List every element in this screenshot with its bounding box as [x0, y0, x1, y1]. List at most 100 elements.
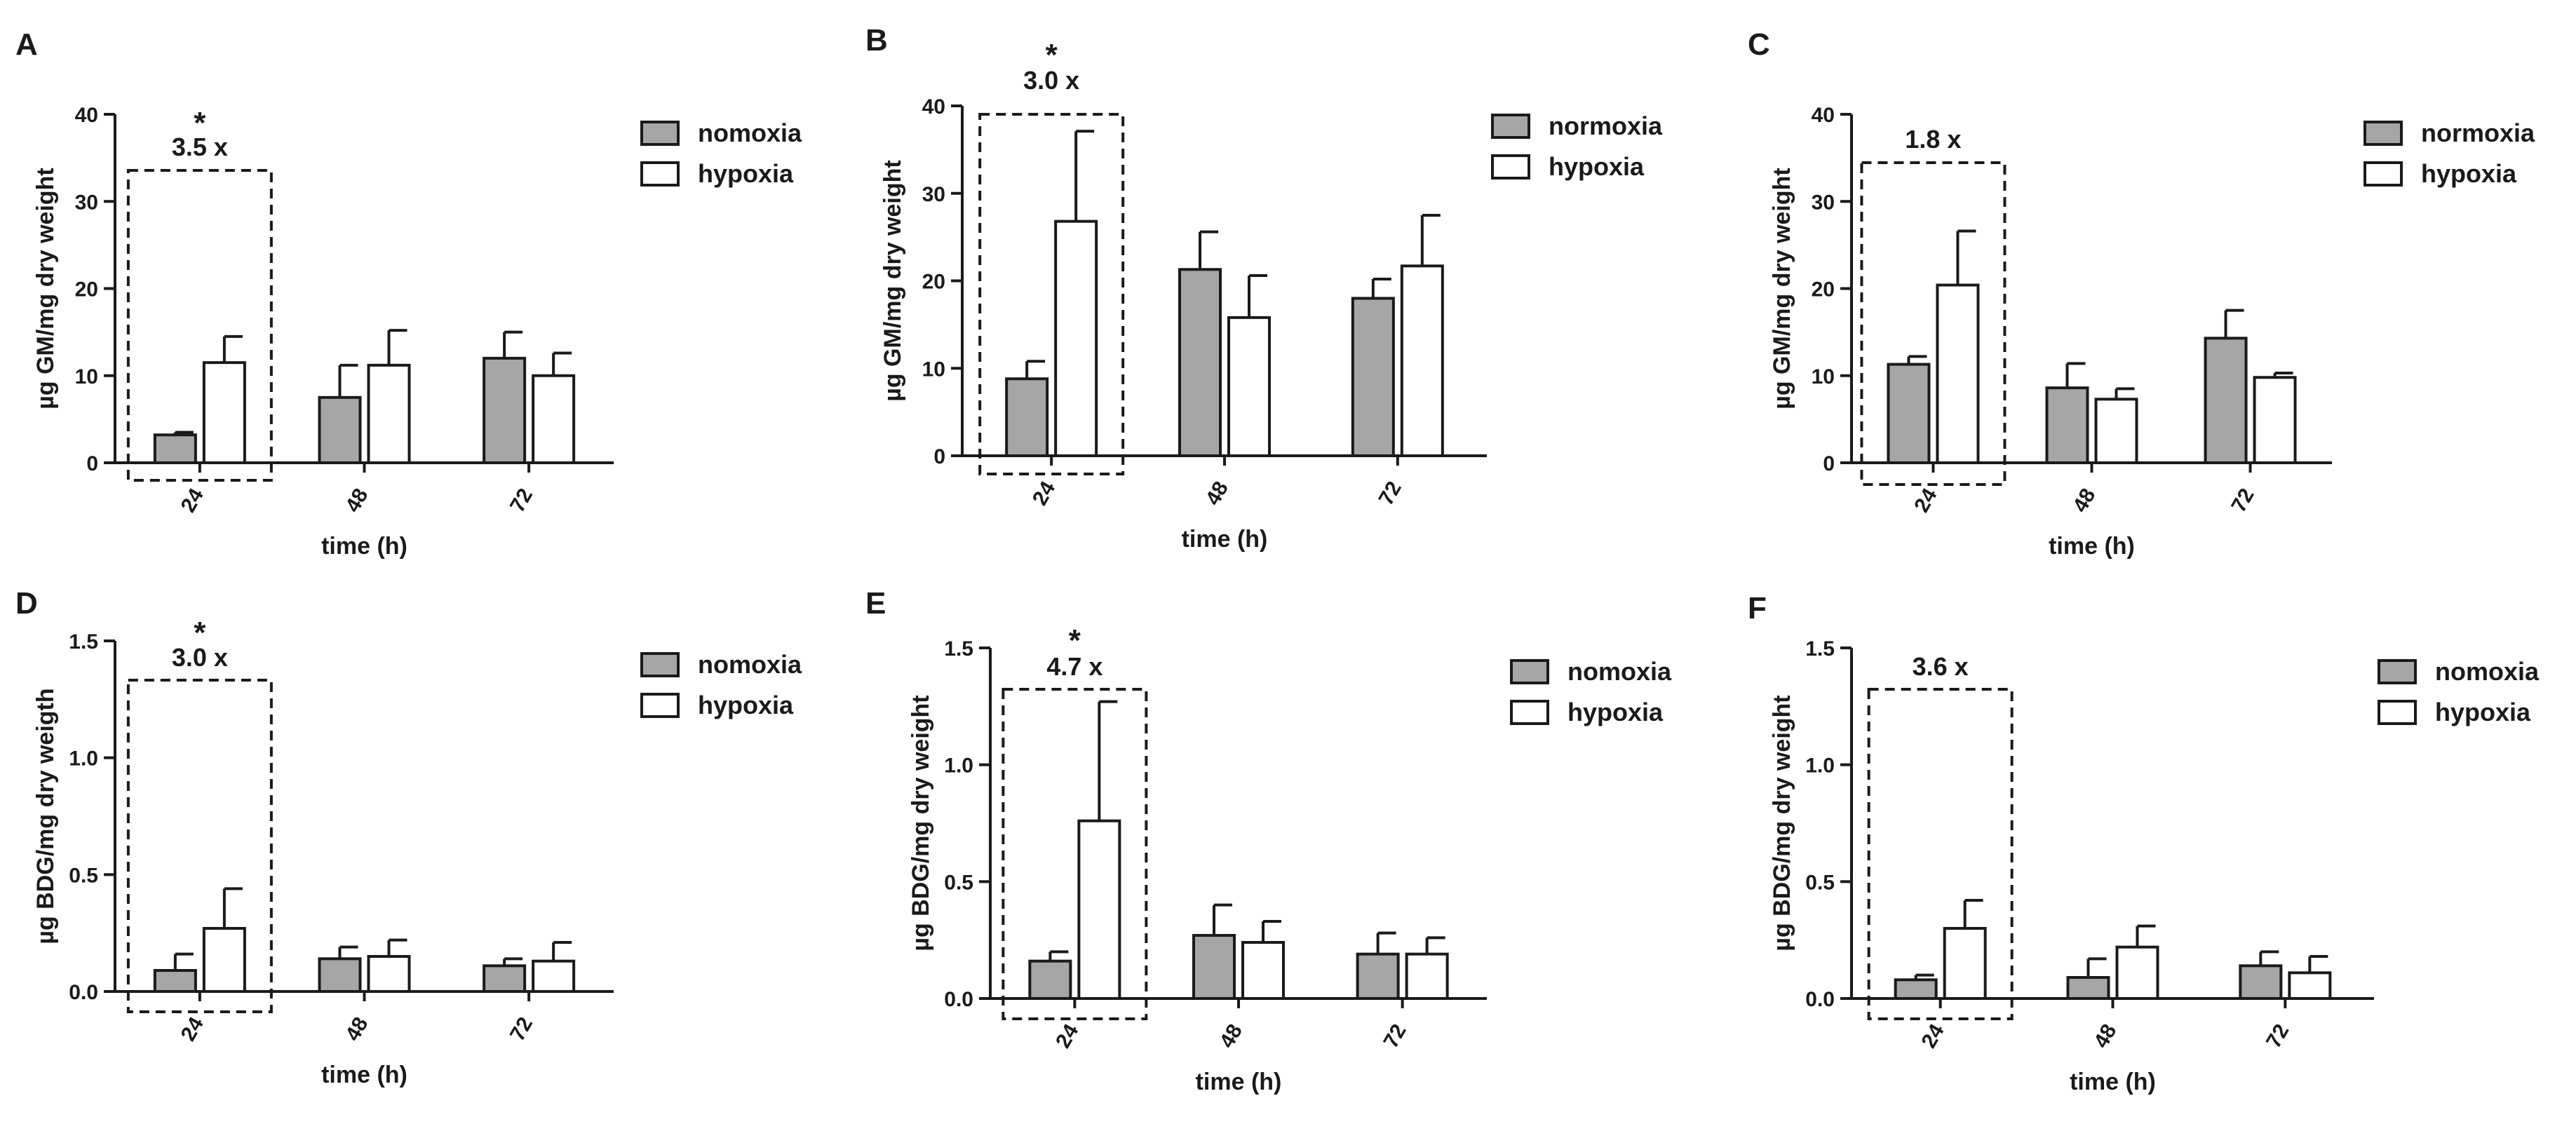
x-tick-label: 24: [1051, 1020, 1083, 1052]
bar-hypoxia-48: [2094, 398, 2138, 464]
y-tick-label: 1.0: [69, 747, 98, 771]
x-axis-label: time (h): [321, 533, 407, 560]
fold-change-label: 3.0 x: [1023, 66, 1079, 95]
chart-panel-c: C 0 10 20 30 40 µg GM/mg dry weight 24 48 72 time …: [1748, 27, 2535, 560]
y-axis-label: µg BDG/mg dry weight: [908, 695, 934, 951]
significance-star: *: [194, 106, 206, 140]
y-tick-label: 30: [75, 191, 98, 214]
fold-change-label: 4.7 x: [1046, 652, 1102, 681]
bar-normoxia-24: [1887, 363, 1931, 464]
y-tick-label: 1.0: [1805, 754, 1835, 778]
y-tick-label: 0.0: [1805, 988, 1835, 1011]
legend-swatch-normoxia: [1510, 659, 1549, 684]
legend-label-hypoxia: hypoxia: [698, 159, 794, 188]
bar-hypoxia-72: [532, 959, 576, 993]
x-tick-label: 72: [1375, 478, 1406, 509]
legend-swatch-normoxia: [640, 652, 680, 677]
y-tick-label: 20: [922, 271, 945, 294]
x-axis-label: time (h): [2070, 1069, 2156, 1095]
x-tick-label: 72: [2262, 1020, 2293, 1052]
bar-hypoxia-48: [1227, 316, 1271, 457]
y-tick-label: 0.0: [944, 988, 973, 1011]
significance-star: *: [194, 616, 206, 650]
legend-label-hypoxia: hypoxia: [1549, 152, 1645, 181]
significance-star: *: [1046, 38, 1058, 72]
bar-hypoxia-24: [202, 361, 246, 464]
bar-normoxia-48: [318, 957, 362, 994]
highlight-box: [1867, 688, 2014, 1020]
y-axis-label: µg BDG/mg dry weigth: [32, 688, 59, 944]
x-tick-label: 72: [506, 485, 537, 516]
x-axis-label: time (h): [1196, 1069, 1282, 1095]
bar-normoxia-24: [153, 969, 197, 993]
bar-normoxia-72: [1356, 952, 1400, 1000]
y-axis-label: µg GM/mg dry weight: [32, 168, 59, 409]
chart-panel-d: D 0.0 0.5 1.0 1.5 µg BDG/mg dry weigth 24 48 72 t…: [15, 586, 802, 1088]
y-tick-label: 0.5: [69, 864, 98, 887]
x-tick-label: 48: [1201, 478, 1233, 509]
legend-swatch-hypoxia: [2363, 161, 2403, 187]
y-tick-label: 10: [1812, 365, 1835, 388]
y-tick-label: 40: [1812, 104, 1835, 127]
highlight-box: [126, 169, 273, 482]
legend-swatch-hypoxia: [2378, 700, 2417, 725]
y-tick-label: 0: [86, 452, 98, 475]
legend-label-normoxia: normoxia: [2421, 119, 2535, 147]
chart-panel-b: B 0 10 20 30 40 µg GM/mg dry weight 24 48 72 time …: [865, 23, 1663, 553]
y-tick-label: 20: [1812, 278, 1835, 302]
legend-label-normoxia: normoxia: [1549, 111, 1663, 140]
x-tick-label: 24: [1917, 1020, 1948, 1052]
highlight-box: [126, 679, 273, 1013]
legend-swatch-hypoxia: [1491, 154, 1530, 180]
x-tick-label: 72: [2227, 485, 2258, 516]
y-axis-label: µg BDG/mg dry weight: [1769, 695, 1795, 951]
legend-label-hypoxia: hypoxia: [2421, 159, 2517, 188]
panel-letter: D: [15, 586, 38, 621]
y-tick-label: 0.0: [69, 981, 98, 1004]
significance-star: *: [1069, 623, 1081, 658]
y-tick-label: 30: [922, 183, 945, 206]
bar-normoxia-48: [1178, 268, 1222, 457]
bar-normoxia-72: [2204, 337, 2248, 465]
bar-normoxia-24: [153, 433, 197, 464]
fold-change-label: 3.6 x: [1913, 652, 1969, 681]
legend-swatch-hypoxia: [640, 693, 680, 718]
bar-hypoxia-48: [367, 363, 411, 465]
y-tick-label: 10: [922, 358, 945, 381]
legend-label-normoxia: nomoxia: [2435, 657, 2540, 686]
panel-letter: B: [865, 23, 888, 57]
panel-letter: F: [1748, 591, 1767, 625]
y-tick-label: 30: [1812, 191, 1835, 214]
bar-hypoxia-24: [1943, 927, 1987, 1000]
bar-normoxia-24: [1894, 978, 1938, 1001]
panel-letter: C: [1748, 27, 1770, 62]
x-tick-label: 48: [1215, 1020, 1247, 1052]
highlight-box: [978, 113, 1125, 475]
legend-label-hypoxia: hypoxia: [2435, 698, 2531, 726]
bar-normoxia-72: [483, 964, 527, 994]
y-tick-label: 0: [1823, 452, 1835, 475]
y-tick-label: 40: [75, 104, 98, 127]
y-tick-label: 0.5: [1805, 871, 1835, 894]
chart-panel-e: E 0.0 0.5 1.0 1.5 µg BDG/mg dry weight 24 48 72 t…: [865, 586, 1672, 1095]
legend-swatch-normoxia: [640, 121, 680, 146]
panel-letter: A: [15, 27, 38, 62]
x-tick-label: 72: [506, 1013, 537, 1045]
legend-swatch-hypoxia: [640, 161, 680, 187]
x-tick-label: 48: [2089, 1020, 2121, 1052]
legend-label-hypoxia: hypoxia: [1567, 698, 1664, 726]
y-tick-label: 20: [75, 278, 98, 302]
legend-label-normoxia: nomoxia: [698, 650, 802, 679]
x-axis-label: time (h): [1182, 526, 1268, 553]
bar-hypoxia-48: [2115, 945, 2159, 1000]
x-tick-label: 24: [1028, 478, 1060, 510]
y-axis-label: µg GM/mg dry weight: [879, 160, 906, 401]
x-tick-label: 72: [1379, 1020, 1410, 1052]
y-tick-label: 1.5: [1805, 637, 1835, 661]
bar-normoxia-48: [2045, 386, 2089, 465]
y-tick-label: 40: [922, 95, 945, 119]
legend-label-normoxia: nomoxia: [698, 119, 802, 147]
y-axis-label: µg GM/mg dry weight: [1769, 168, 1795, 409]
bar-normoxia-72: [483, 356, 527, 464]
